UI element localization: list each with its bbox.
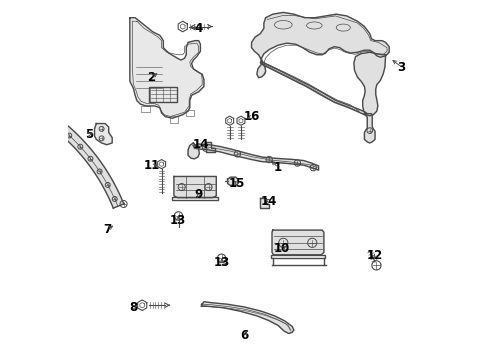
Bar [169,117,178,123]
Text: 14: 14 [192,138,208,151]
Bar [150,87,176,102]
Polygon shape [260,61,366,115]
Text: 2: 2 [147,71,155,84]
Polygon shape [364,114,374,143]
Text: 13: 13 [169,214,185,227]
Polygon shape [174,176,216,198]
Text: 14: 14 [261,195,277,208]
Bar [149,86,177,102]
Bar [141,106,150,112]
Text: 5: 5 [85,128,93,141]
Text: 7: 7 [102,223,111,236]
Text: 15: 15 [228,177,244,190]
Text: 3: 3 [397,60,405,73]
Text: 16: 16 [243,110,259,123]
Polygon shape [227,177,238,185]
Text: 1: 1 [273,161,282,174]
Text: 9: 9 [194,188,203,201]
Polygon shape [188,143,199,159]
Text: 10: 10 [273,242,289,255]
Polygon shape [193,144,318,170]
Bar [185,110,194,117]
Bar [270,255,325,258]
Bar [172,197,218,201]
Polygon shape [205,142,214,153]
Text: 12: 12 [366,249,383,262]
Polygon shape [0,86,123,208]
Polygon shape [94,123,112,145]
Polygon shape [251,12,388,78]
Polygon shape [271,230,323,255]
Polygon shape [353,52,385,116]
Text: 6: 6 [240,329,248,342]
Polygon shape [201,302,293,333]
Text: 8: 8 [129,301,137,314]
Polygon shape [260,198,269,208]
Polygon shape [130,18,203,118]
Text: 13: 13 [213,256,229,269]
Text: 4: 4 [194,22,203,35]
Text: 11: 11 [143,159,160,172]
